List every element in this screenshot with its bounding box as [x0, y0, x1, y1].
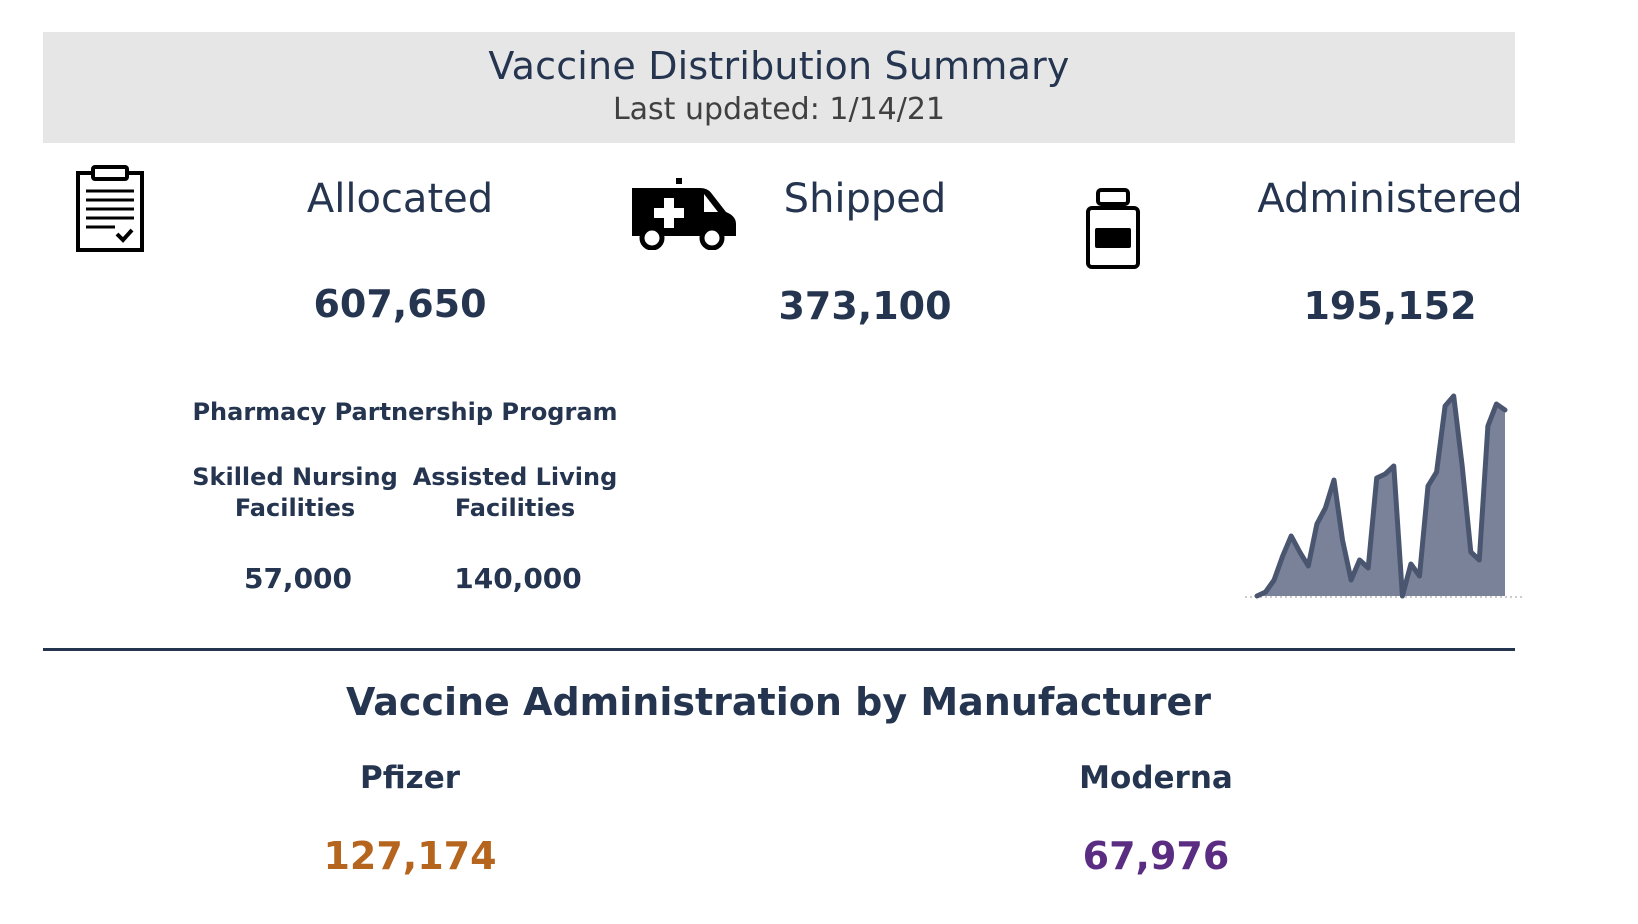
shipped-label: Shipped	[783, 176, 947, 222]
clipboard-icon	[76, 165, 144, 252]
trend-point	[1375, 476, 1379, 480]
moderna-label: Moderna	[1079, 760, 1233, 796]
trend-point	[1460, 464, 1464, 468]
trend-point	[1315, 522, 1319, 526]
trend-line	[1254, 393, 1508, 599]
header-banner: Vaccine Distribution Summary Last update…	[43, 32, 1515, 143]
trend-point	[1435, 470, 1439, 474]
trend-point	[1255, 594, 1259, 598]
trend-point	[1349, 578, 1353, 582]
manufacturer-section-title: Vaccine Administration by Manufacturer	[345, 680, 1212, 724]
trend-point	[1392, 464, 1396, 468]
trend-point	[1289, 534, 1293, 538]
trend-point	[1383, 472, 1387, 476]
allocated-label: Allocated	[306, 176, 494, 222]
trend-point	[1469, 550, 1473, 554]
trend-point	[1426, 484, 1430, 488]
trend-point	[1400, 594, 1404, 598]
skilled-nursing-label-line2: Facilities	[234, 494, 356, 522]
assisted-living-label-line2: Facilities	[454, 494, 576, 522]
allocated-value: 607,650	[313, 282, 487, 326]
trend-point	[1486, 424, 1490, 428]
trend-point	[1452, 394, 1456, 398]
trend-point	[1298, 550, 1302, 554]
trend-point	[1503, 408, 1507, 412]
pfizer-value: 127,174	[323, 834, 497, 878]
trend-point	[1272, 578, 1276, 582]
trend-point	[1281, 554, 1285, 558]
skilled-nursing-label-line1: Skilled Nursing	[192, 463, 398, 491]
last-updated-text: Last updated: 1/14/21	[612, 92, 946, 127]
page-title: Vaccine Distribution Summary	[488, 44, 1070, 88]
ambulance-icon	[632, 178, 736, 250]
trend-point	[1332, 478, 1336, 482]
administered-trend-chart	[1245, 393, 1525, 599]
trend-point	[1306, 564, 1310, 568]
trend-point	[1477, 558, 1481, 562]
shipped-value: 373,100	[778, 284, 952, 328]
trend-point	[1418, 574, 1421, 578]
assisted-living-value: 140,000	[454, 562, 582, 595]
trend-point	[1264, 590, 1268, 594]
trend-area	[1257, 396, 1505, 596]
trend-point	[1494, 402, 1498, 406]
assisted-living-label: Assisted Living Facilities	[405, 462, 625, 524]
pharmacy-partnership-title: Pharmacy Partnership Program	[192, 398, 618, 426]
skilled-nursing-label: Skilled Nursing Facilities	[185, 462, 405, 524]
trend-point	[1409, 562, 1413, 566]
vaccine-vial-icon	[1086, 188, 1140, 269]
trend-point	[1358, 558, 1362, 562]
trend-point	[1443, 404, 1447, 408]
moderna-value: 67,976	[1082, 834, 1230, 878]
skilled-nursing-value: 57,000	[243, 562, 353, 595]
administered-label: Administered	[1257, 176, 1523, 222]
trend-point	[1323, 506, 1327, 510]
trend-point	[1366, 566, 1370, 570]
administered-value: 195,152	[1303, 284, 1477, 328]
assisted-living-label-line1: Assisted Living	[412, 463, 618, 491]
trend-point	[1341, 538, 1344, 542]
pfizer-label: Pfizer	[359, 760, 461, 796]
section-divider	[43, 648, 1515, 651]
